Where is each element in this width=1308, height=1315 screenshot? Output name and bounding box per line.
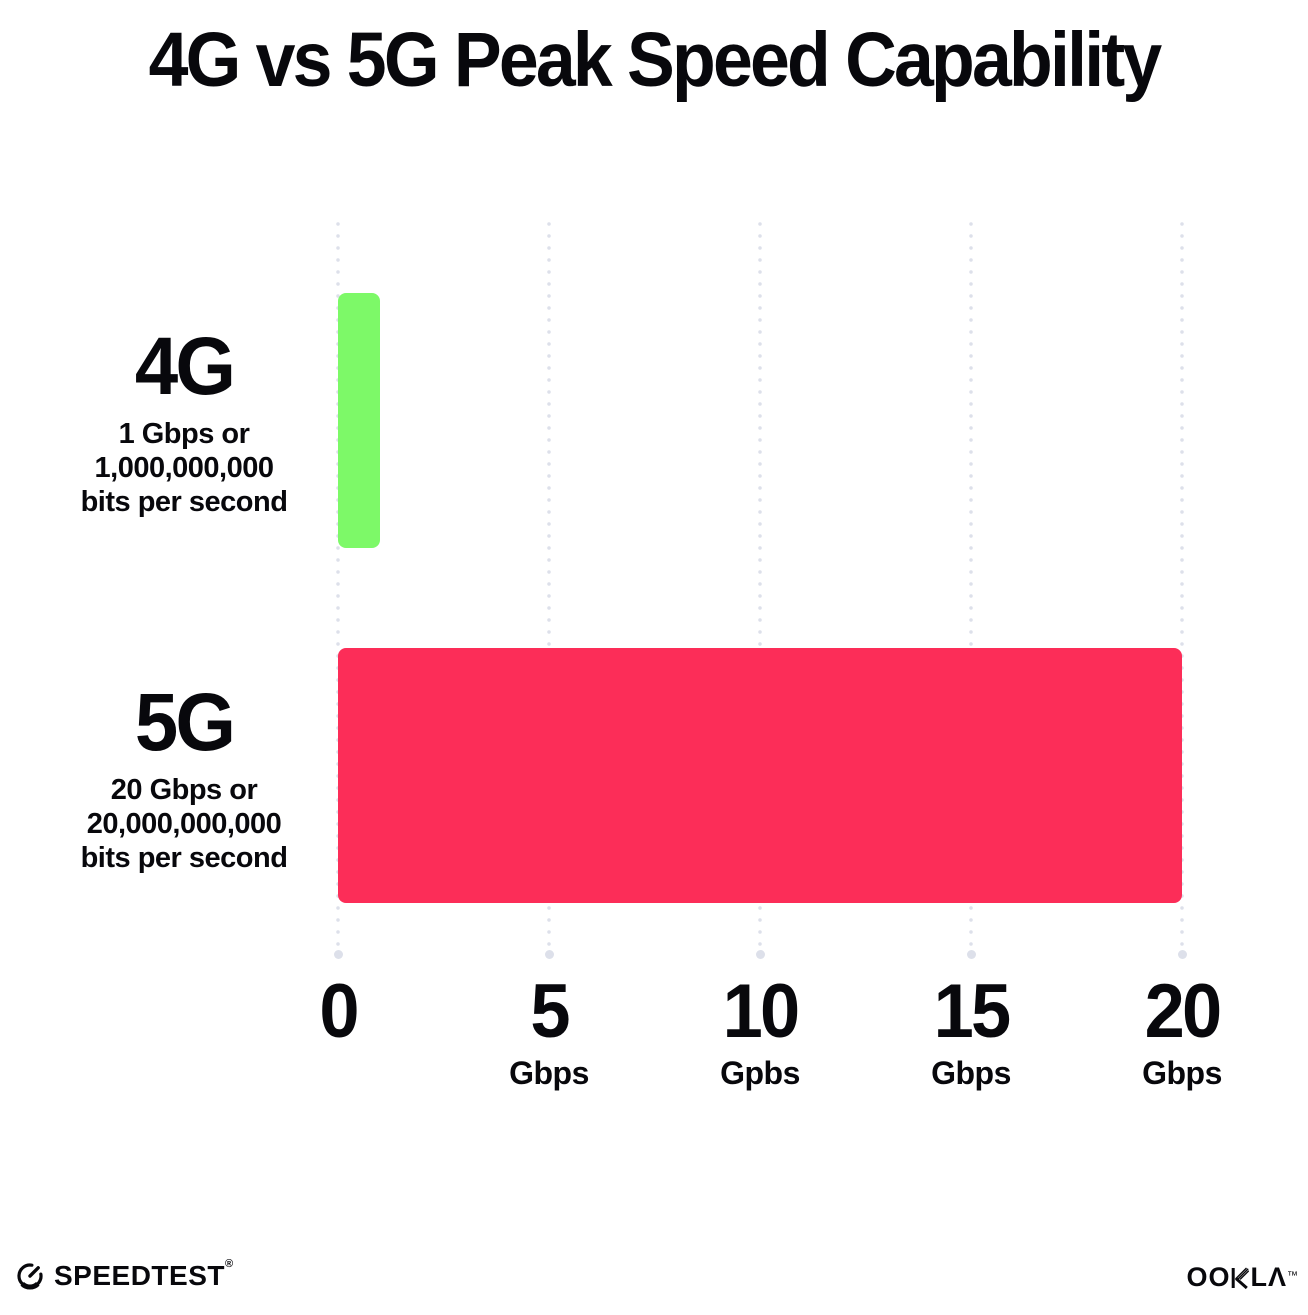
ookla-oo: OO	[1186, 1262, 1231, 1292]
speedtest-gauge-icon	[14, 1260, 46, 1292]
row-heading-5g: 5G	[134, 677, 236, 768]
x-tick-10: 10 Gpbs	[650, 972, 870, 1092]
bar-5g	[338, 648, 1182, 903]
row-desc-5g: 20 Gbps or 20,000,000,000 bits per secon…	[48, 773, 320, 875]
chart-title: 4G vs 5G Peak Speed Capability	[148, 17, 1163, 103]
ookla-logo: OO LΛ ™	[1186, 1262, 1298, 1293]
row-desc-5g-line1: 20 Gbps or	[110, 774, 258, 806]
row-label-4g: 4G 1 Gbps or 1,000,000,000 bits per seco…	[48, 326, 320, 519]
speedtest-logo: SPEEDTEST®	[14, 1258, 234, 1292]
x-tick-5-value: 5	[530, 969, 570, 1054]
row-desc-4g-line1: 1 Gbps or	[118, 418, 250, 450]
x-tick-10-unit: Gpbs	[720, 1055, 800, 1091]
x-tick-0: 0	[228, 972, 448, 1055]
x-tick-15: 15 Gbps	[861, 972, 1081, 1092]
x-tick-0-value: 0	[319, 969, 359, 1054]
bar-4g	[338, 293, 381, 548]
ookla-la: LΛ	[1250, 1262, 1287, 1292]
row-desc-4g-line2: 1,000,000,000	[94, 452, 274, 484]
ookla-k-icon	[1231, 1266, 1250, 1290]
gridline-5	[544, 222, 554, 959]
ookla-trademark: ™	[1287, 1269, 1298, 1282]
gridline-0	[333, 222, 343, 959]
row-heading-4g: 4G	[134, 321, 236, 412]
gridline-20	[1177, 222, 1187, 959]
gridline-10	[755, 222, 765, 959]
speedtest-wordmark: SPEEDTEST®	[54, 1258, 234, 1291]
x-tick-20: 20 Gbps	[1072, 972, 1292, 1092]
x-tick-10-value: 10	[722, 969, 800, 1054]
x-tick-20-value: 20	[1144, 969, 1222, 1054]
row-desc-5g-line2: 20,000,000,000	[86, 808, 282, 840]
x-tick-15-unit: Gbps	[931, 1055, 1011, 1091]
row-desc-4g: 1 Gbps or 1,000,000,000 bits per second	[48, 417, 320, 519]
row-label-5g: 5G 20 Gbps or 20,000,000,000 bits per se…	[48, 682, 320, 875]
row-desc-4g-line3: bits per second	[80, 486, 288, 518]
x-tick-20-unit: Gbps	[1142, 1055, 1222, 1091]
speedtest-trademark: ®	[224, 1258, 234, 1270]
x-tick-5-unit: Gbps	[509, 1055, 589, 1091]
x-tick-5: 5 Gbps	[439, 972, 659, 1092]
x-tick-15-value: 15	[933, 969, 1011, 1054]
row-desc-5g-line3: bits per second	[80, 842, 288, 874]
gridline-15	[966, 222, 976, 959]
